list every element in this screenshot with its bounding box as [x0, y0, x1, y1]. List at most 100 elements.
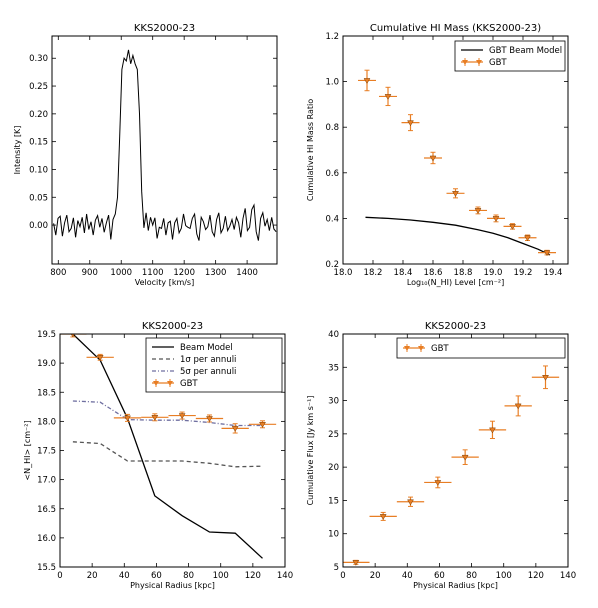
x-tick-label: 100: [213, 571, 229, 581]
y-tick-label: 0.25: [29, 82, 48, 92]
y-tick-label: 15: [328, 496, 339, 506]
axes-frame: [342, 333, 569, 568]
x-tick-label: 800: [50, 268, 66, 278]
y-tick-label: 0.4: [325, 214, 339, 224]
x-tick-label: 120: [245, 571, 261, 581]
x-axis-label: Physical Radius [kpc]: [130, 581, 215, 590]
data-point: [141, 413, 169, 422]
data-point: [469, 206, 487, 215]
x-tick-label: 40: [402, 571, 413, 581]
data-point: [168, 411, 196, 420]
y-tick-label: 35: [328, 363, 339, 373]
data-point: [195, 414, 224, 423]
data-point: [518, 234, 537, 242]
x-tick-label: 40: [119, 571, 130, 581]
legend-item: GBT Beam Model: [461, 46, 562, 56]
y-tick-label: 0.6: [325, 169, 339, 179]
data-point: [248, 420, 277, 429]
y-tick-label: 0.10: [29, 165, 48, 175]
y-tick-label: 0.05: [29, 193, 48, 203]
plot-area: [343, 365, 560, 566]
legend-label: GBT: [489, 58, 507, 68]
x-tick-label: 1000: [110, 268, 132, 278]
x-tick-label: 60: [434, 571, 445, 581]
y-tick-label: 1.2: [325, 32, 339, 42]
y-tick-label: 20: [328, 463, 339, 473]
data-point: [424, 476, 452, 489]
x-tick-label: 1200: [173, 268, 195, 278]
legend-label: GBT: [431, 344, 449, 354]
y-tick-label: 15.5: [37, 563, 56, 573]
y-tick-label: 0.20: [29, 110, 48, 120]
data-point: [113, 413, 142, 422]
chart-panel-4: 0 20 40 60 80 100 120 140 5 10 15 20 25 30 35 40 KKS2000…: [306, 321, 576, 590]
x-tick-label: 80: [466, 571, 477, 581]
data-point: [504, 395, 532, 417]
y-tick-label: 16.5: [37, 505, 56, 515]
series-1-per-annuli: [72, 441, 263, 468]
x-tick-label: 19.4: [544, 268, 563, 278]
y-tick-label: 10: [328, 530, 339, 540]
x-tick-label: 18.0: [334, 268, 353, 278]
x-tick-label: 120: [528, 571, 544, 581]
x-tick-label: 0: [57, 571, 62, 581]
legend-item: Beam Model: [152, 343, 233, 353]
x-tick-label: 80: [183, 571, 194, 581]
x-axis-label: Physical Radius [kpc]: [413, 581, 498, 590]
legend-label: GBT Beam Model: [489, 46, 562, 56]
x-tick-label: 18.4: [394, 268, 413, 278]
data-point: [424, 151, 442, 165]
y-tick-label: 18.5: [37, 388, 56, 398]
data-point: [401, 114, 420, 132]
y-tick-label: 17.0: [37, 476, 56, 486]
x-tick-label: 140: [560, 571, 576, 581]
legend-label: GBT: [180, 379, 198, 389]
x-tick-label: 19.0: [484, 268, 503, 278]
y-tick-label: 18.0: [37, 417, 56, 427]
x-tick-label: 1100: [142, 268, 164, 278]
x-tick-label: 140: [277, 571, 293, 581]
series-gbt-beam-model: [365, 216, 551, 256]
plot-area: [53, 49, 277, 241]
y-tick-label: 30: [328, 397, 339, 407]
y-tick-label: 0.30: [29, 54, 48, 64]
x-axis-label: Velocity [km/s]: [135, 278, 194, 287]
y-tick-label: 0.8: [325, 123, 339, 133]
y-axis-label: Intensity [K]: [13, 126, 22, 175]
x-tick-label: 900: [82, 268, 98, 278]
axes-frame: [51, 35, 278, 265]
y-tick-label: 1.0: [325, 78, 339, 88]
y-tick-label: 0.15: [29, 138, 48, 148]
legend-item: GBT: [461, 58, 507, 68]
y-tick-label: 40: [328, 330, 339, 340]
data-point: [396, 496, 425, 507]
x-tick-label: 100: [496, 571, 512, 581]
x-tick-label: 0: [340, 571, 345, 581]
y-tick-label: 17.5: [37, 447, 56, 457]
legend-item: GBT: [152, 379, 198, 389]
y-tick-label: 16.0: [37, 534, 56, 544]
plot-area: [60, 334, 277, 559]
data-point: [86, 353, 114, 361]
x-tick-label: 1400: [236, 268, 258, 278]
x-tick-label: 20: [87, 571, 98, 581]
data-point: [369, 511, 397, 521]
data-point: [538, 249, 556, 257]
data-point: [531, 365, 560, 390]
chart-title: KKS2000-23: [134, 23, 195, 34]
legend: GBT Beam Model GBT: [454, 40, 566, 72]
y-axis-label: Cumulative HI Mass Ratio: [306, 99, 315, 201]
x-tick-label: 19.2: [514, 268, 533, 278]
data-point: [446, 188, 465, 199]
x-tick-label: 1300: [205, 268, 227, 278]
data-point: [221, 423, 249, 434]
x-tick-label: 18.8: [454, 268, 473, 278]
chart-title: KKS2000-23: [142, 321, 203, 332]
data-point: [478, 420, 507, 440]
legend-label: 5σ per annuli: [180, 367, 236, 377]
x-tick-label: 18.6: [424, 268, 443, 278]
data-point: [379, 86, 397, 107]
chart-title: KKS2000-23: [425, 321, 486, 332]
data-point: [503, 223, 522, 230]
